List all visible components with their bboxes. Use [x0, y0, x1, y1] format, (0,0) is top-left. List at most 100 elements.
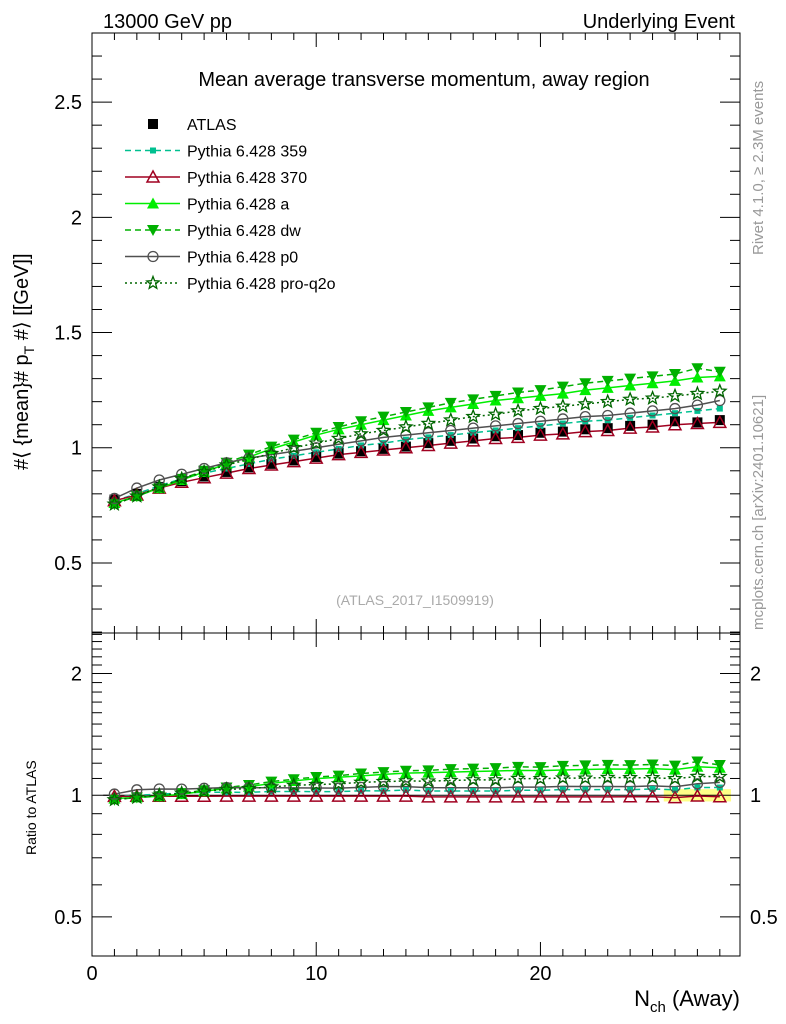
data-point-series-3: [153, 483, 166, 495]
data-point-series-3: [624, 373, 637, 385]
data-point-series-4: [288, 445, 300, 457]
ratio-point-series-1: [421, 789, 436, 803]
data-point-atlas: [445, 435, 456, 446]
data-point-series-0: [694, 407, 701, 414]
ratio-point-series-3: [691, 756, 704, 768]
ratio-point-series-5: [442, 772, 459, 788]
ratio-point-series-5: [577, 769, 594, 785]
data-point-atlas: [288, 455, 299, 466]
ratio-point-series-5: [487, 771, 504, 787]
data-point-atlas: [647, 419, 658, 430]
data-point-series-4: [512, 417, 524, 430]
ratio-point-series-1: [667, 790, 683, 804]
data-point-series-3: [489, 390, 502, 402]
data-point-series-3: [444, 397, 457, 409]
data-point-series-5: [577, 395, 594, 411]
legend: ATLAS Pythia 6.428 359 Pythia 6.428 370 Pyt…: [125, 117, 336, 293]
legend-label: Pythia 6.428 dw: [187, 223, 301, 240]
ratio-point-series-4: [265, 782, 278, 794]
ratio-point-series-5: [667, 770, 683, 786]
data-point-series-1: [578, 424, 593, 438]
ratio-point-series-3: [153, 791, 166, 803]
ratio-point-series-5: [711, 768, 728, 784]
legend-label: Pythia 6.428 370: [187, 170, 307, 187]
data-point-atlas: [400, 441, 411, 452]
ratio-point-series-1: [219, 788, 234, 802]
ratio-line-1: [114, 795, 720, 799]
ratio-point-series-4: [377, 780, 390, 793]
data-point-series-4: [579, 410, 591, 423]
data-point-series-3: [310, 427, 323, 439]
data-point-series-4: [669, 402, 681, 415]
ratio-point-series-3: [220, 782, 233, 794]
legend-marker: [147, 250, 159, 263]
ratio-point-series-1: [622, 789, 638, 803]
ratio-point-series-1: [308, 788, 324, 802]
ratio-point-series-5: [151, 786, 168, 802]
data-point-series-3: [713, 366, 726, 378]
ratio-point-series-4: [400, 781, 412, 793]
ratio-point-series-1: [353, 788, 369, 802]
data-point-series-5: [173, 470, 190, 486]
ratio-point-series-5: [353, 773, 369, 790]
data-point-series-2: [601, 381, 614, 393]
ratio-point-series-3: [534, 762, 547, 774]
data-point-series-5: [285, 439, 302, 455]
ratio-point-series-3: [668, 760, 681, 772]
legend-marker: [147, 197, 159, 209]
legend-marker: [145, 169, 161, 183]
data-point-atlas: [602, 423, 613, 434]
data-point-series-4: [265, 449, 278, 461]
ratio-line-3: [114, 760, 720, 801]
data-point-series-5: [330, 430, 347, 446]
data-point-series-5: [532, 400, 549, 416]
ratio-point-series-5: [420, 772, 437, 788]
data-point-series-1: [398, 440, 414, 454]
data-point-series-5: [353, 425, 369, 441]
ratio-y-tick-label: 1: [71, 785, 82, 807]
data-point-series-5: [510, 402, 526, 418]
ratio-y-tick-label: 0.5: [54, 907, 82, 929]
ratio-line-0: [114, 786, 720, 798]
ratio-point-series-5: [308, 776, 325, 792]
data-point-series-3: [512, 387, 525, 399]
data-point-series-5: [667, 387, 683, 403]
data-point-atlas: [625, 420, 636, 431]
ratio-point-series-1: [241, 788, 257, 802]
ratio-point-series-1: [712, 789, 728, 803]
ratio-point-series-0: [649, 785, 656, 792]
ratio-point-series-5: [196, 782, 213, 798]
data-point-series-5: [465, 408, 482, 424]
data-point-atlas: [580, 424, 591, 435]
data-point-atlas: [243, 462, 254, 473]
ratio-point-series-1: [600, 789, 615, 803]
ratio-point-series-4: [288, 782, 300, 794]
ratio-point-series-5: [622, 769, 639, 785]
y-tick-label: 2: [71, 207, 82, 229]
ratio-y-tick-label-right: 2: [750, 664, 761, 686]
data-point-series-1: [510, 429, 526, 444]
data-point-series-4: [646, 405, 659, 417]
data-point-series-4: [377, 431, 390, 444]
data-point-series-5: [622, 391, 639, 407]
header-left: 13000 GeV pp: [103, 11, 232, 33]
data-point-atlas: [356, 446, 367, 457]
data-point-series-3: [646, 371, 659, 383]
ratio-point-series-5: [465, 771, 482, 787]
data-point-series-3: [467, 394, 480, 406]
data-point-series-5: [554, 398, 571, 413]
data-point-series-5: [106, 495, 123, 511]
data-point-series-1: [308, 450, 324, 464]
data-point-series-5: [398, 418, 414, 434]
ratio-point-series-5: [218, 781, 235, 797]
data-point-atlas: [221, 466, 232, 477]
data-point-series-4: [422, 427, 434, 439]
legend-marker: [150, 147, 156, 154]
ratio-point-series-5: [532, 770, 549, 786]
data-point-atlas: [378, 443, 389, 454]
data-point-series-1: [376, 442, 391, 456]
data-point-series-5: [128, 487, 145, 503]
data-point-series-5: [151, 478, 168, 494]
ratio-point-series-3: [242, 779, 255, 791]
